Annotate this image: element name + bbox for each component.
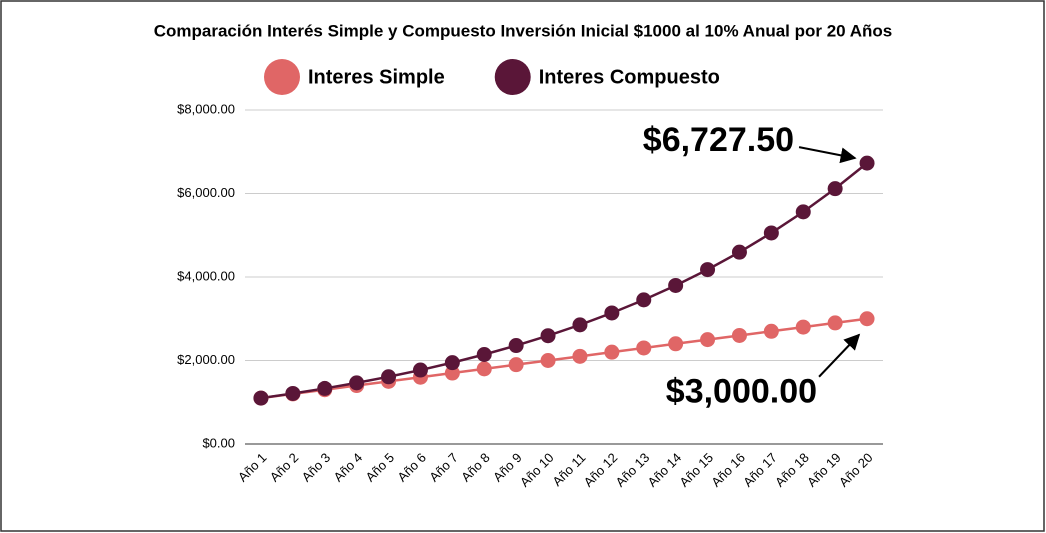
- data-point: [763, 225, 779, 241]
- data-point: [668, 336, 684, 352]
- y-tick-label: $6,000.00: [177, 185, 235, 200]
- data-point: [317, 380, 333, 396]
- chart-title: Comparación Interés Simple y Compuesto I…: [154, 21, 892, 40]
- data-point: [444, 355, 460, 371]
- data-point: [540, 328, 556, 344]
- data-point: [763, 323, 779, 339]
- data-point: [636, 340, 652, 356]
- legend-swatch: [264, 59, 300, 95]
- data-point: [700, 262, 716, 278]
- annotation-arrow: [798, 146, 857, 164]
- y-tick-label: $0.00: [202, 435, 235, 450]
- data-point: [795, 319, 811, 335]
- data-point: [476, 347, 492, 363]
- data-label: $3,000.00: [666, 373, 817, 411]
- data-point: [412, 362, 428, 378]
- data-point: [476, 361, 492, 377]
- legend-swatch: [494, 59, 531, 95]
- data-point: [381, 369, 397, 385]
- data-point: [253, 390, 269, 406]
- data-point: [859, 155, 875, 171]
- legend-label: Interes Compuesto: [539, 66, 720, 88]
- data-point: [540, 353, 556, 368]
- data-label: $6,727.50: [643, 121, 794, 159]
- data-point: [700, 332, 716, 348]
- annotation-arrow: [818, 333, 861, 378]
- data-point: [508, 338, 524, 354]
- data-point: [444, 365, 460, 381]
- data-point: [795, 204, 811, 220]
- data-point: [349, 375, 365, 391]
- legend-label: Interes Simple: [308, 66, 445, 88]
- data-point: [285, 385, 301, 401]
- data-point: [508, 357, 524, 373]
- data-point: [636, 292, 652, 308]
- data-point: [731, 244, 747, 260]
- data-point: [827, 181, 843, 197]
- y-tick-label: $2,000.00: [177, 352, 235, 367]
- y-tick-label: $8,000.00: [177, 101, 235, 116]
- data-point: [604, 305, 620, 321]
- data-point: [827, 315, 843, 331]
- y-tick-label: $4,000.00: [177, 268, 235, 283]
- data-point: [731, 327, 747, 343]
- data-point: [604, 344, 620, 360]
- data-point: [572, 348, 588, 364]
- data-point: [859, 311, 875, 327]
- data-point: [572, 317, 588, 333]
- data-point: [668, 277, 684, 293]
